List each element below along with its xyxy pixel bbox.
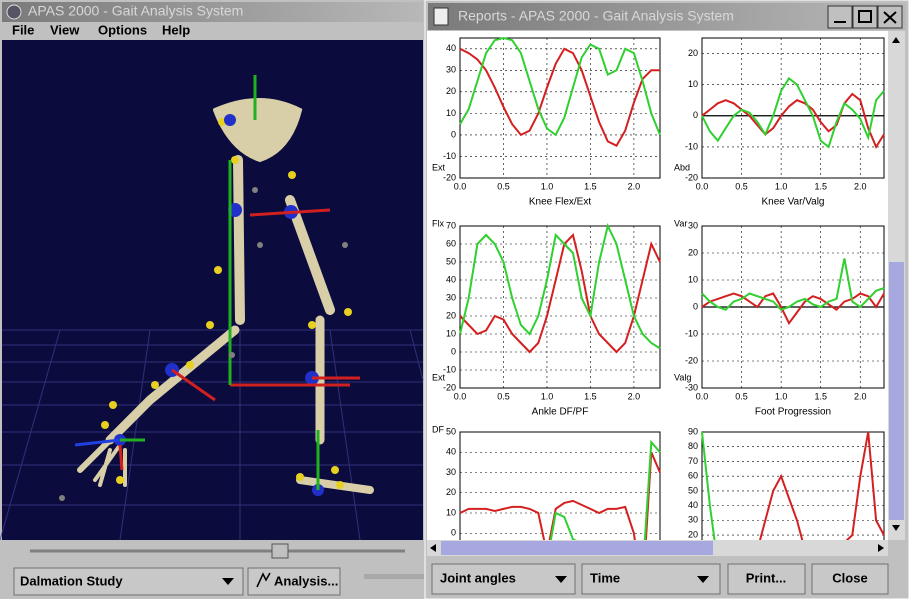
x-tick-label: 0.0 <box>696 391 709 401</box>
main-title: APAS 2000 - Gait Analysis System <box>28 3 243 19</box>
chart-title: Knee Var/Valg <box>761 197 824 208</box>
y-tick-label: 20 <box>446 86 456 96</box>
x-tick-label: 1.0 <box>541 391 554 401</box>
y-tick-label: 40 <box>446 447 456 457</box>
y-tick-label: 50 <box>688 485 698 495</box>
screen: APAS 2000 - Gait Analysis System File Vi… <box>0 0 909 599</box>
y-tick-label: 40 <box>446 274 456 284</box>
y-label-bottom: Valg <box>674 372 691 382</box>
y-tick-label: -10 <box>443 151 456 161</box>
reports-title: Reports - APAS 2000 - Gait Analysis Syst… <box>458 8 734 24</box>
y-tick-label: 80 <box>688 441 698 451</box>
print-button-text: Print... <box>746 570 786 585</box>
y-tick-label: -20 <box>685 355 698 365</box>
y-tick-label: 30 <box>446 65 456 75</box>
joint-select-text: Joint angles <box>440 570 516 585</box>
y-tick-label: 70 <box>446 220 456 230</box>
y-tick-label: -10 <box>685 328 698 338</box>
maximize-button[interactable] <box>853 6 877 28</box>
y-tick-label: 10 <box>688 79 698 89</box>
y-tick-label: 10 <box>446 328 456 338</box>
x-tick-label: 0.5 <box>735 391 748 401</box>
minimize-button[interactable] <box>828 6 852 28</box>
y-tick-label: 0 <box>451 528 456 538</box>
menu-item[interactable]: View <box>50 22 80 37</box>
y-tick-label: 30 <box>688 220 698 230</box>
y-label-bottom: Abd <box>674 162 690 172</box>
y-tick-label: 10 <box>446 108 456 118</box>
x-tick-label: 1.5 <box>814 391 827 401</box>
x-tick-label: 1.0 <box>541 181 554 191</box>
x-tick-label: 1.5 <box>814 181 827 191</box>
main-window: APAS 2000 - Gait Analysis System File Vi… <box>0 0 425 599</box>
y-tick-label: 20 <box>446 310 456 320</box>
y-tick-label: 30 <box>688 515 698 525</box>
y-tick-label: -10 <box>685 141 698 151</box>
x-tick-label: 1.0 <box>775 391 788 401</box>
y-label-top: Var <box>674 218 687 228</box>
x-tick-label: 0.5 <box>497 391 510 401</box>
x-tick-label: 2.0 <box>854 391 867 401</box>
chart-title: Foot Progression <box>755 407 831 418</box>
x-tick-label: 0.0 <box>454 391 467 401</box>
y-tick-label: 30 <box>446 292 456 302</box>
y-tick-label: 50 <box>446 256 456 266</box>
chart-title: Ankle DF/PF <box>532 407 589 418</box>
y-label-top: DF <box>432 424 444 434</box>
y-tick-label: 0 <box>451 346 456 356</box>
h-scroll-thumb[interactable] <box>441 541 713 555</box>
chart-title: Knee Flex/Ext <box>529 197 591 208</box>
x-tick-label: 1.5 <box>584 391 597 401</box>
y-tick-label: 50 <box>446 426 456 436</box>
axis-select-text: Time <box>590 570 620 585</box>
y-tick-label: 30 <box>446 467 456 477</box>
x-tick-label: 0.5 <box>735 181 748 191</box>
y-label-bottom: Ext <box>432 162 446 172</box>
y-tick-label: 20 <box>446 487 456 497</box>
x-tick-label: 0.0 <box>454 181 467 191</box>
y-tick-label: 0 <box>693 301 698 311</box>
menu-item[interactable]: Options <box>98 22 147 37</box>
analysis-button-text: Analysis... <box>274 573 338 588</box>
x-tick-label: 1.5 <box>584 181 597 191</box>
viewport-3d <box>0 40 423 540</box>
v-scroll-thumb[interactable] <box>889 262 904 520</box>
close-button-text: Close <box>832 570 867 585</box>
y-tick-label: 40 <box>688 500 698 510</box>
menu-item[interactable]: Help <box>162 22 190 37</box>
x-tick-label: 0.5 <box>497 181 510 191</box>
y-tick-label: 20 <box>688 529 698 539</box>
y-tick-label: 60 <box>446 238 456 248</box>
y-tick-label: 10 <box>446 507 456 517</box>
x-tick-label: 2.0 <box>854 181 867 191</box>
x-tick-label: 0.0 <box>696 181 709 191</box>
study-select-text: Dalmation Study <box>20 573 123 588</box>
y-tick-label: 40 <box>446 43 456 53</box>
menu-item[interactable]: File <box>12 22 34 37</box>
x-tick-label: 1.0 <box>775 181 788 191</box>
reports-content <box>427 31 888 540</box>
reports-window: Reports - APAS 2000 - Gait Analysis Syst… <box>425 0 909 599</box>
time-slider-thumb[interactable] <box>272 544 288 558</box>
y-tick-label: 70 <box>688 456 698 466</box>
y-tick-label: 60 <box>688 471 698 481</box>
y-tick-label: 10 <box>688 274 698 284</box>
y-tick-label: 0 <box>451 129 456 139</box>
app-icon <box>7 5 21 19</box>
y-tick-label: 90 <box>688 426 698 436</box>
x-tick-label: 2.0 <box>628 181 641 191</box>
y-tick-label: 20 <box>688 247 698 257</box>
y-tick-label: 20 <box>688 48 698 58</box>
y-label-bottom: Ext <box>432 372 446 382</box>
y-tick-label: 0 <box>693 110 698 120</box>
y-label-top: Flx <box>432 218 444 228</box>
x-tick-label: 2.0 <box>628 391 641 401</box>
